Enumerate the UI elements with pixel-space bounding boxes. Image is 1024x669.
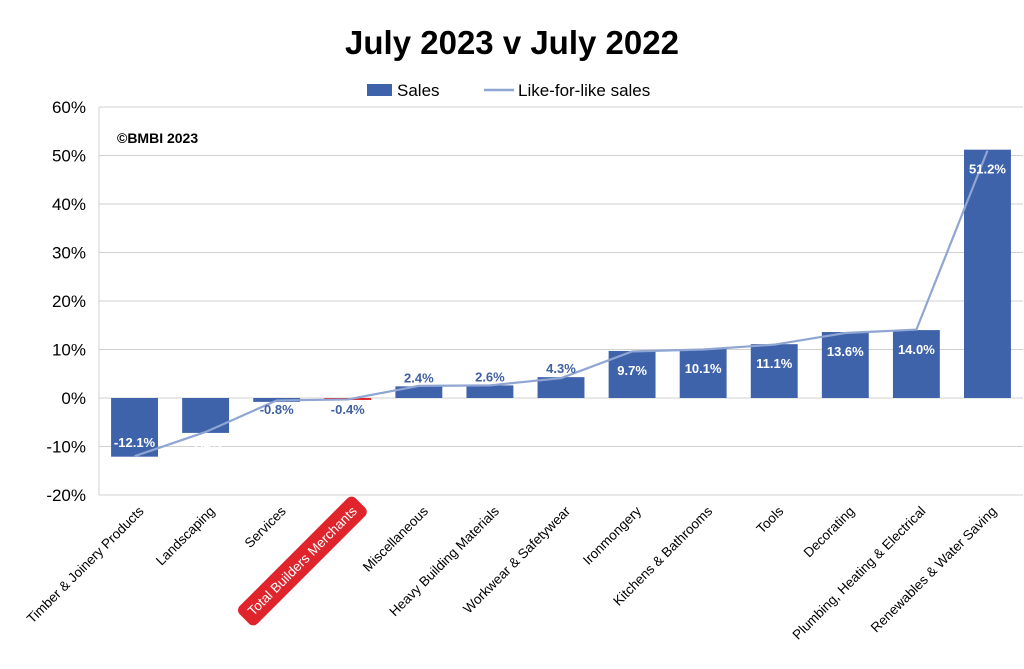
bar xyxy=(750,344,798,398)
bar xyxy=(892,330,940,398)
bar xyxy=(537,377,585,398)
y-tick-label: 60% xyxy=(52,98,86,117)
svg-text:Timber & Joinery Products: Timber & Joinery Products xyxy=(24,503,147,626)
y-tick-label: 10% xyxy=(52,341,86,360)
gridlines xyxy=(98,106,1023,496)
x-tick-label: Services xyxy=(242,503,289,550)
x-tick-label: Timber & Joinery Products xyxy=(24,503,147,626)
legend: Sales Like-for-like sales xyxy=(367,81,650,100)
y-tick-label: -10% xyxy=(46,438,86,457)
like-for-like-line xyxy=(134,150,989,458)
data-label: 51.2% xyxy=(969,162,1006,177)
highlight-label-background xyxy=(238,496,367,626)
y-tick-label: 50% xyxy=(52,147,86,166)
svg-text:Services: Services xyxy=(242,503,289,550)
bar xyxy=(111,398,158,457)
data-label: 10.1% xyxy=(685,361,722,376)
data-label: -0.8% xyxy=(260,402,294,417)
svg-text:Ironmongery: Ironmongery xyxy=(580,503,644,567)
bar xyxy=(821,332,869,398)
bar xyxy=(395,386,443,398)
y-tick-label: 40% xyxy=(52,195,86,214)
y-axis-ticks: -20% -10% 0% 10% 20% 30% 40% 50% 60% xyxy=(46,98,86,505)
x-tick-label: Plumbing, Heating & Electrical xyxy=(789,504,928,643)
svg-text:Renewables & Water Saving: Renewables & Water Saving xyxy=(868,504,1000,636)
x-tick-label: Decorating xyxy=(801,504,858,561)
svg-text:Miscellaneous: Miscellaneous xyxy=(360,503,431,574)
legend-label-like-for-like: Like-for-like sales xyxy=(518,81,650,100)
chart-title: July 2023 v July 2022 xyxy=(345,24,679,61)
bar xyxy=(466,385,514,398)
svg-text:Decorating: Decorating xyxy=(801,504,858,561)
x-axis-ticks: Timber & Joinery Products Landscaping Serv… xyxy=(24,496,1000,643)
x-tick-label: Miscellaneous xyxy=(360,503,431,574)
x-tick-label: Total Builders Merchants xyxy=(238,496,367,626)
bar xyxy=(182,398,230,433)
data-label: 13.6% xyxy=(827,344,864,359)
series-line-like-for-like xyxy=(134,150,989,458)
bar xyxy=(964,149,1011,398)
data-labels: -12.1% -7.2% -0.8% -0.4% 2.4% 2.6% 4.3% 9.7% 10.… xyxy=(114,162,1006,450)
svg-text:Plumbing, Heating & Electrical: Plumbing, Heating & Electrical xyxy=(789,504,928,643)
legend-swatch-sales xyxy=(367,84,392,96)
svg-text:Landscaping: Landscaping xyxy=(153,504,218,569)
y-tick-label: -20% xyxy=(46,486,86,505)
data-label: 14.0% xyxy=(898,342,935,357)
bar xyxy=(679,349,727,398)
data-label: 9.7% xyxy=(617,363,647,378)
y-tick-label: 0% xyxy=(61,389,86,408)
y-tick-label: 20% xyxy=(52,292,86,311)
data-label: 2.4% xyxy=(404,370,434,385)
bars xyxy=(111,149,1011,457)
data-label: -0.4% xyxy=(331,402,365,417)
legend-label-sales: Sales xyxy=(397,81,440,100)
bar xyxy=(608,350,656,398)
svg-text:Tools: Tools xyxy=(753,503,786,536)
data-label: -12.1% xyxy=(114,435,156,450)
copyright-annotation: ©BMBI 2023 xyxy=(117,130,198,146)
x-tick-label: Tools xyxy=(753,503,786,536)
y-tick-label: 30% xyxy=(52,244,86,263)
data-label: -7.2% xyxy=(189,435,223,450)
data-label: 2.6% xyxy=(475,369,505,384)
x-tick-label: Renewables & Water Saving xyxy=(868,504,1000,636)
data-label: 11.1% xyxy=(756,356,793,371)
x-tick-label: Ironmongery xyxy=(580,503,644,567)
data-label: 4.3% xyxy=(546,361,576,376)
x-tick-label: Landscaping xyxy=(153,504,218,569)
